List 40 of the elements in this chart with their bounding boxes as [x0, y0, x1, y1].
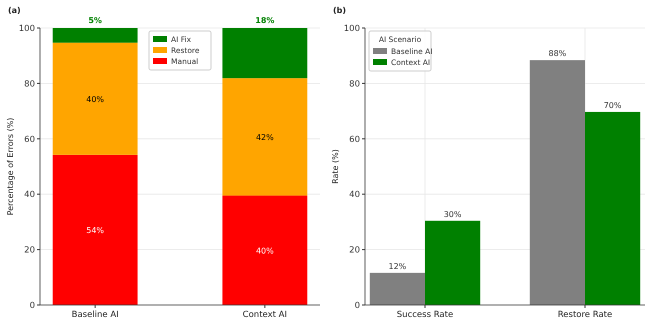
- data-label: 54%: [86, 226, 104, 235]
- data-label: 40%: [86, 94, 104, 104]
- y-tick-label: 80: [24, 79, 35, 90]
- y-tick-label: 40: [24, 190, 35, 200]
- x-tick-label: Context AI: [242, 310, 288, 320]
- y-tick-label: 60: [349, 134, 360, 145]
- bar: [52, 28, 138, 43]
- data-label: 12%: [388, 262, 407, 271]
- bar: [222, 196, 308, 305]
- bar: [222, 28, 308, 78]
- x-tick-label: Restore Rate: [558, 310, 612, 320]
- bar: [222, 78, 308, 196]
- bar: [585, 112, 640, 305]
- bar: [52, 42, 138, 155]
- x-tick-label: Success Rate: [396, 310, 454, 320]
- y-axis-title: Percentage of Errors (%): [6, 118, 15, 216]
- y-tick-label: 100: [344, 24, 360, 34]
- y-tick-label: 0: [354, 301, 360, 311]
- data-label: 18%: [255, 16, 274, 25]
- data-label: 5%: [88, 16, 102, 25]
- bar: [530, 60, 585, 305]
- data-label: 30%: [444, 210, 462, 219]
- data-label: 88%: [548, 49, 567, 58]
- y-tick-label: 100: [18, 24, 35, 34]
- y-tick-label: 80: [349, 79, 360, 90]
- bar: [425, 220, 480, 305]
- y-tick-label: 20: [349, 246, 360, 256]
- y-tick-label: 0: [30, 301, 35, 311]
- chart-title: (a): [8, 6, 21, 15]
- data-label: 70%: [604, 100, 622, 110]
- y-axis-title: Rate (%): [331, 149, 340, 184]
- y-tick-label: 20: [24, 246, 35, 256]
- y-tick-label: 60: [24, 134, 35, 145]
- bar: [370, 272, 425, 305]
- bar: [52, 154, 138, 305]
- data-label: 40%: [256, 246, 274, 256]
- data-label: 42%: [256, 132, 274, 142]
- x-tick-label: Baseline AI: [72, 310, 119, 320]
- chart-title: (b): [333, 6, 346, 15]
- y-tick-label: 40: [349, 190, 360, 200]
